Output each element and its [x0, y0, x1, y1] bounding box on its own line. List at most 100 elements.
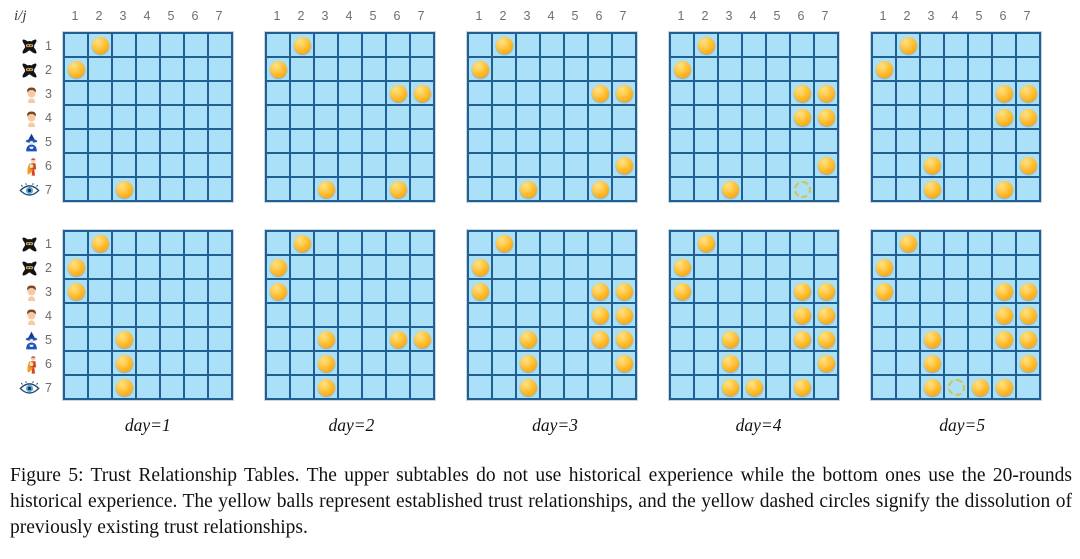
grid-cell	[873, 304, 895, 326]
grid-cell	[339, 58, 361, 80]
grid-cell	[897, 280, 919, 302]
trust-ball	[115, 354, 133, 372]
grid-cell	[767, 352, 789, 374]
grid-cell	[589, 178, 611, 200]
grid-cell	[815, 178, 837, 200]
grid-cell	[767, 280, 789, 302]
grid-cell	[113, 58, 135, 80]
grid-cell	[411, 352, 433, 374]
grid-cell	[65, 34, 87, 56]
grid-cell	[363, 130, 385, 152]
grid-cell	[993, 154, 1015, 176]
grid-cell	[339, 130, 361, 152]
upper-subtables-row: 1 2 3 4 5 6 7	[6, 31, 1080, 203]
grid-cell	[65, 328, 87, 350]
column-header: 4	[547, 9, 555, 23]
grid-cell	[387, 256, 409, 278]
grid-cell	[719, 82, 741, 104]
grid-cell	[469, 82, 491, 104]
trust-ball	[519, 330, 537, 348]
grid-cell	[185, 58, 207, 80]
grid-cell	[671, 280, 693, 302]
grid-cell	[695, 376, 717, 398]
grid-cell	[969, 178, 991, 200]
row-header: 3	[45, 87, 52, 101]
grid-cell	[517, 232, 539, 254]
grid-cell	[469, 130, 491, 152]
grid-cell	[185, 304, 207, 326]
column-header: 5	[773, 9, 781, 23]
grid-cell	[815, 154, 837, 176]
grid-cell	[945, 280, 967, 302]
grid-cell	[411, 178, 433, 200]
grid-cell	[993, 178, 1015, 200]
grid-cell	[89, 178, 111, 200]
row-label: 5	[6, 328, 62, 352]
grid-cell	[113, 304, 135, 326]
day-label: day=3	[532, 415, 578, 435]
grid-cell	[541, 256, 563, 278]
row-header: 5	[45, 333, 52, 347]
grid-cell	[565, 304, 587, 326]
grid-cell	[137, 58, 159, 80]
grid-cell	[565, 352, 587, 374]
grid-cell	[541, 352, 563, 374]
trust-ball	[67, 258, 85, 276]
column-header-row: i/j 1 2 3 4 5 6 7 1 2 3 4 5 6 7 1 2 3 4 5 6 7 1 2 3 4 5 6 7 1 2 3 4 5 6 7	[6, 6, 1080, 26]
grid-cell	[767, 256, 789, 278]
trust-ball	[697, 36, 715, 54]
person-icon	[23, 283, 40, 302]
grid-cell	[387, 178, 409, 200]
grid-cell	[89, 304, 111, 326]
grid-cell	[969, 280, 991, 302]
grid-cell	[671, 34, 693, 56]
row-label: 7	[6, 178, 62, 202]
grid-cell	[493, 58, 515, 80]
grid-cell	[1017, 130, 1039, 152]
grid-cell	[291, 232, 313, 254]
trust-ball	[923, 378, 941, 396]
grid-cell	[921, 106, 943, 128]
grid-cell	[969, 58, 991, 80]
row-label: 4	[6, 304, 62, 328]
grid-cell	[969, 328, 991, 350]
trust-ball	[317, 354, 335, 372]
trust-ball	[793, 108, 811, 126]
grid-cell	[993, 82, 1015, 104]
grid-cell	[89, 256, 111, 278]
grid-cell	[791, 58, 813, 80]
grid-cell	[969, 82, 991, 104]
grid-cell	[267, 304, 289, 326]
grid-cell	[743, 280, 765, 302]
upper-grid	[870, 31, 1042, 203]
grid-cell	[541, 304, 563, 326]
grid-cell	[719, 130, 741, 152]
grid-cell	[161, 256, 183, 278]
grid-cell	[113, 232, 135, 254]
grid-cell	[185, 154, 207, 176]
grid-cell	[387, 280, 409, 302]
grid-cell	[185, 256, 207, 278]
grid-cell	[387, 304, 409, 326]
grid-cell	[363, 82, 385, 104]
grid-cell	[671, 130, 693, 152]
grid-cell	[791, 232, 813, 254]
grid-cell	[589, 106, 611, 128]
trust-ball	[875, 258, 893, 276]
column-header: 4	[749, 9, 757, 23]
grid-cell	[791, 280, 813, 302]
grid-cell	[873, 328, 895, 350]
grid-cell	[541, 376, 563, 398]
upper-grid	[466, 31, 638, 203]
trust-ball	[817, 330, 835, 348]
row-labels: 1 2 3 4 5 6 7	[6, 31, 62, 203]
grid-cell	[267, 106, 289, 128]
grid-cell	[743, 304, 765, 326]
grid-cell	[565, 256, 587, 278]
grid-cell	[671, 304, 693, 326]
trust-ball	[615, 306, 633, 324]
row-header: 2	[45, 63, 52, 77]
grid-cell	[315, 280, 337, 302]
grid-cell	[541, 106, 563, 128]
row-header: 4	[45, 309, 52, 323]
